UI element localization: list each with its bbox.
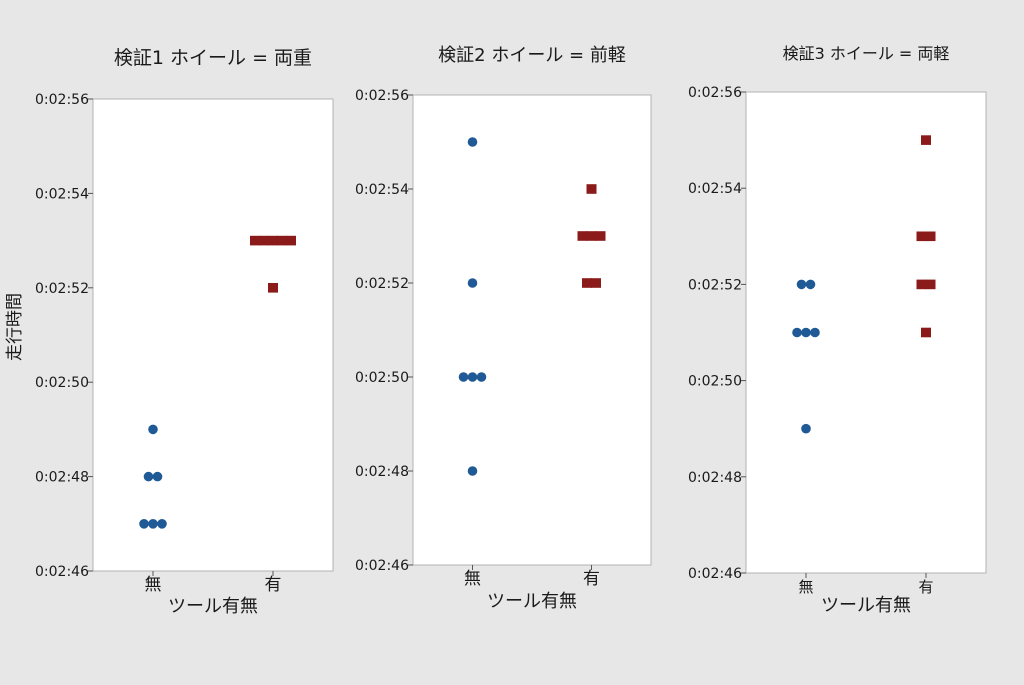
chart-title: 検証3 ホイール = 両軽 — [783, 44, 950, 63]
y-tick-label: 0:02:56 — [688, 85, 742, 101]
data-point-square — [925, 279, 936, 290]
x-tick-label: 無 — [145, 575, 162, 595]
y-tick-label: 0:02:48 — [688, 470, 742, 486]
data-point-circle — [810, 327, 820, 338]
data-point-circle — [148, 424, 158, 435]
y-tick-label: 0:02:48 — [355, 464, 409, 480]
data-point-square — [250, 235, 260, 246]
y-tick-label: 0:02:48 — [35, 470, 89, 486]
y-tick-label: 0:02:46 — [35, 564, 89, 580]
y-tick-label: 0:02:54 — [355, 182, 409, 198]
data-point-square — [577, 231, 588, 241]
data-point-square — [916, 279, 927, 290]
data-point-square — [268, 283, 278, 293]
y-tick-label: 0:02:52 — [355, 276, 409, 292]
data-point-circle — [801, 423, 811, 434]
x-axis-label: ツール有無 — [487, 591, 577, 612]
data-point-square — [286, 235, 296, 246]
x-axis-label: ツール有無 — [168, 596, 258, 617]
y-tick-label: 0:02:50 — [355, 370, 409, 386]
data-point-square — [921, 135, 931, 145]
y-tick-label: 0:02:46 — [355, 558, 409, 574]
x-tick-label: 有 — [918, 578, 933, 596]
data-point-square — [591, 278, 601, 288]
data-point-circle — [458, 372, 469, 382]
data-point-circle — [792, 327, 802, 338]
y-tick-label: 0:02:54 — [35, 186, 89, 202]
x-tick-label: 有 — [583, 569, 600, 589]
data-point-circle — [805, 279, 816, 290]
y-tick-label: 0:02:50 — [35, 375, 89, 391]
figure-y-axis-label: 走行時間 — [5, 293, 25, 361]
data-point-square — [259, 235, 269, 246]
chart-title: 検証1 ホイール = 両重 — [114, 47, 312, 69]
data-point-circle — [801, 327, 811, 338]
chart-panel-3: 検証3 ホイール = 両軽 0:02:46 0:02:48 0:02:50 0:02:5… — [688, 44, 987, 616]
data-point-square — [586, 231, 597, 241]
data-point-circle — [476, 372, 487, 382]
y-tick-label: 0:02:52 — [35, 281, 89, 297]
data-point-circle — [467, 137, 478, 147]
data-point-square — [595, 231, 606, 241]
data-point-square — [916, 231, 927, 242]
x-tick-label: 無 — [464, 569, 481, 589]
data-point-circle — [148, 519, 158, 529]
data-point-circle — [152, 471, 163, 482]
y-tick-label: 0:02:56 — [35, 92, 89, 108]
data-point-square — [921, 327, 931, 338]
data-point-circle — [143, 471, 154, 482]
chart-title: 検証2 ホイール = 前軽 — [438, 45, 626, 66]
x-tick-label: 有 — [265, 575, 282, 595]
data-point-square — [582, 278, 592, 288]
data-point-circle — [796, 279, 807, 290]
plot-area — [92, 98, 334, 572]
chart-panel-1: 検証1 ホイール = 両重 0:02:46 0:02:48 0:02:50 0:02:5… — [35, 47, 334, 617]
y-tick-label: 0:02:50 — [688, 374, 742, 390]
x-tick-label: 無 — [798, 578, 813, 596]
data-point-circle — [467, 466, 478, 476]
data-point-square — [268, 235, 278, 246]
y-tick-label: 0:02:52 — [688, 277, 742, 293]
plot-area — [745, 91, 987, 574]
y-tick-label: 0:02:54 — [688, 181, 742, 197]
data-point-circle — [467, 278, 478, 288]
data-point-square — [586, 184, 597, 194]
y-tick-label: 0:02:56 — [355, 88, 409, 104]
y-tick-label: 0:02:46 — [688, 566, 742, 582]
chart-panel-2: 検証2 ホイール = 前軽 0:02:46 0:02:48 0:02:50 0:02:5… — [355, 45, 652, 612]
data-point-circle — [157, 519, 167, 529]
plot-area — [412, 94, 652, 566]
data-point-circle — [139, 519, 149, 529]
data-point-circle — [467, 372, 478, 382]
data-point-square — [925, 231, 936, 242]
x-axis-label: ツール有無 — [821, 595, 911, 616]
data-point-square — [277, 235, 287, 246]
